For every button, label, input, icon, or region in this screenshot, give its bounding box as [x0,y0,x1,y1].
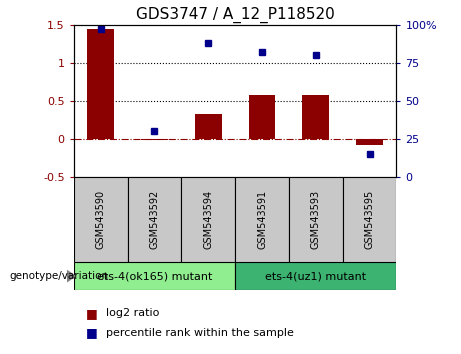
Text: ets-4(uz1) mutant: ets-4(uz1) mutant [265,271,366,281]
Text: GSM543594: GSM543594 [203,190,213,249]
Text: GSM543595: GSM543595 [365,190,375,249]
Bar [87,29,114,139]
Bar [248,95,275,139]
Text: log2 ratio: log2 ratio [106,308,160,318]
Bar [74,177,128,262]
Title: GDS3747 / A_12_P118520: GDS3747 / A_12_P118520 [136,7,335,23]
Bar [235,177,289,262]
Text: GSM543592: GSM543592 [149,190,160,249]
Bar [128,177,181,262]
Text: genotype/variation: genotype/variation [9,271,108,281]
Bar [289,177,343,262]
Text: percentile rank within the sample: percentile rank within the sample [106,328,294,338]
Bar [141,139,168,141]
Text: GSM543591: GSM543591 [257,190,267,249]
Text: ■: ■ [86,326,98,339]
Bar [302,95,329,139]
Bar [235,262,396,290]
Bar [74,262,235,290]
Polygon shape [67,270,75,282]
Text: ets-4(ok165) mutant: ets-4(ok165) mutant [97,271,212,281]
Text: ■: ■ [86,307,98,320]
Bar [356,139,383,145]
Text: GSM543590: GSM543590 [95,190,106,249]
Bar [195,114,222,139]
Bar [181,177,235,262]
Bar [343,177,396,262]
Text: GSM543593: GSM543593 [311,190,321,249]
